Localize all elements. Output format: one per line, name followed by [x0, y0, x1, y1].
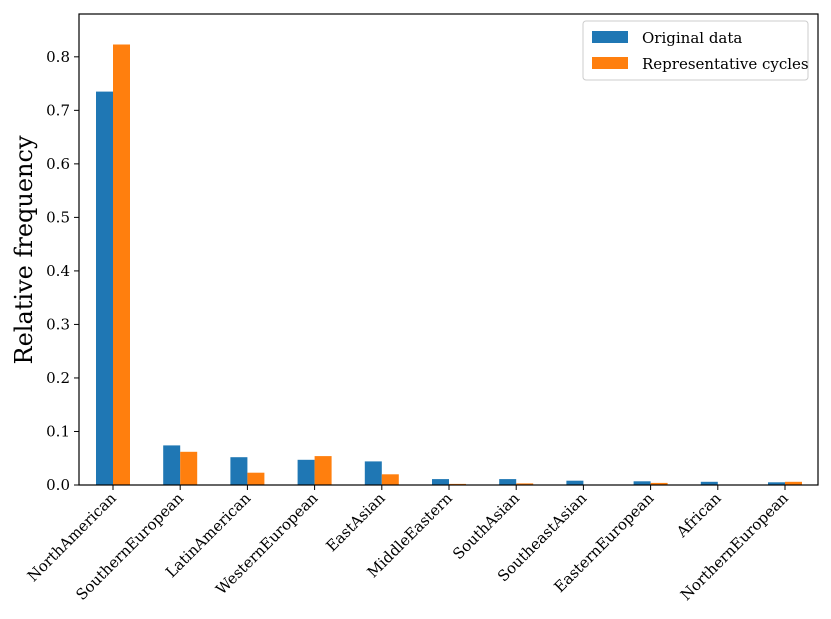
bar-representative-southerneuropean: [180, 451, 198, 485]
y-tick-label: 0.0: [46, 476, 70, 494]
legend-swatch-original: [592, 31, 628, 43]
y-tick-label: 0.1: [46, 422, 70, 440]
y-tick-label: 0.6: [46, 155, 70, 173]
bar-original-northerneuropean: [768, 482, 785, 485]
y-tick-label: 0.3: [46, 315, 70, 333]
bar-original-easterneuropean: [633, 481, 651, 485]
bar-original-northamerican: [96, 91, 113, 485]
bar-representative-easterneuropean: [650, 482, 668, 485]
bar-representative-southasian: [516, 483, 534, 485]
bar-representative-northerneuropean: [785, 481, 802, 485]
y-axis-label: Relative frequency: [10, 135, 38, 364]
x-tick-label: African: [672, 489, 725, 542]
x-tick-label: SouthAsian: [449, 489, 523, 563]
y-tick-label: 0.4: [46, 262, 70, 280]
y-axis: 0.0 0.1 0.2 0.3 0.4 0.5 0.6 0.7 0.8: [46, 48, 79, 494]
legend-swatch-representative: [592, 57, 628, 69]
bar-representative-latinamerican: [247, 472, 265, 485]
bar-original-southerneuropean: [163, 445, 181, 485]
legend: Original data Representative cycles: [582, 20, 809, 81]
bar-representative-eastasian: [381, 474, 399, 485]
plot-frame: [78, 13, 819, 486]
y-tick-label: 0.2: [46, 369, 70, 387]
bar-original-southeastasian: [566, 480, 584, 485]
bar-original-middleeastern: [432, 479, 449, 485]
bars-group: [96, 44, 802, 485]
y-tick-label: 0.8: [46, 48, 70, 66]
bar-original-westerneuropean: [297, 459, 315, 485]
bar-original-african: [700, 481, 718, 485]
bar-original-latinamerican: [230, 457, 248, 485]
bar-original-eastasian: [364, 461, 382, 485]
legend-label-original: Original data: [642, 29, 742, 47]
bar-representative-westerneuropean: [314, 456, 332, 485]
x-tick-label: EastAsian: [322, 489, 388, 555]
y-tick-label: 0.5: [46, 208, 70, 226]
legend-label-representative: Representative cycles: [642, 55, 809, 73]
legend-box: [582, 20, 809, 81]
bar-representative-northamerican: [113, 44, 130, 485]
bar-original-southasian: [499, 479, 517, 485]
x-axis: NorthAmericanSouthernEuropeanLatinAmeric…: [24, 485, 792, 604]
y-tick-label: 0.7: [46, 101, 70, 119]
